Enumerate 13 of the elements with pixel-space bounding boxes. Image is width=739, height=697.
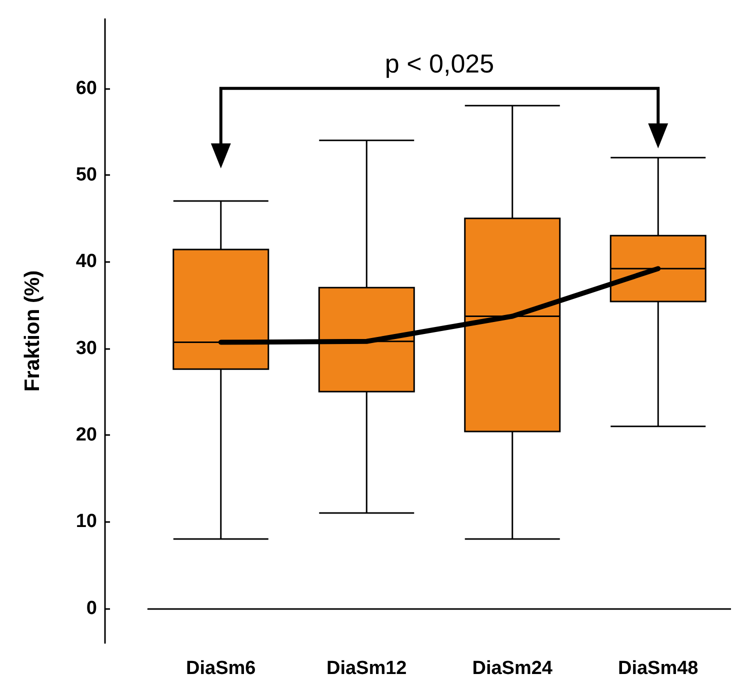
y-tick-label: 50 — [76, 164, 97, 186]
y-tick-label: 20 — [76, 424, 97, 446]
x-tick-label: DiaSm12 — [326, 658, 407, 679]
x-tick-label: DiaSm24 — [472, 658, 553, 679]
annotation: p < 0,025 — [384, 48, 494, 78]
y-tick-label: 0 — [86, 598, 97, 619]
y-axis-title: Fraktion (%) — [21, 270, 44, 392]
y-tick-label: 30 — [76, 338, 97, 359]
x-tick-label: DiaSm6 — [186, 658, 256, 679]
x-tick-label: DiaSm48 — [618, 658, 698, 679]
y-tick-label: 40 — [76, 251, 97, 272]
y-tick-label: 10 — [76, 511, 97, 532]
y-tick-label: 60 — [76, 78, 97, 99]
